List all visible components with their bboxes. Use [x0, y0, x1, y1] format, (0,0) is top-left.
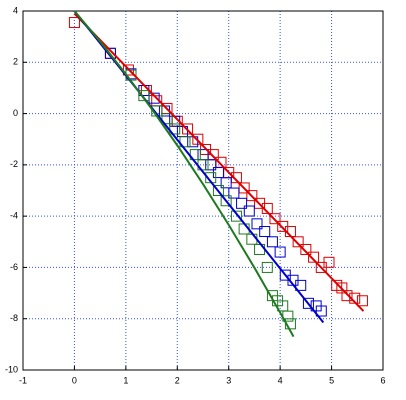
y-tick-label: 4: [13, 5, 18, 15]
marker: [295, 279, 307, 291]
marker: [266, 236, 278, 248]
x-tick-label: 6: [380, 375, 385, 385]
marker: [68, 17, 80, 29]
marker: [274, 246, 286, 258]
marker: [261, 261, 273, 273]
marker: [356, 295, 368, 307]
x-tick-label: 3: [226, 375, 231, 385]
x-tick-label: 1: [123, 375, 128, 385]
marker: [259, 226, 271, 238]
marker: [212, 185, 224, 196]
x-tick-label: 4: [278, 375, 283, 385]
marker: [308, 251, 320, 263]
marker: [315, 305, 327, 317]
x-tick-label: -1: [19, 375, 27, 385]
marker: [236, 197, 248, 209]
marker: [251, 218, 263, 230]
y-tick-label: -10: [5, 364, 18, 374]
fit-line: [73, 10, 295, 338]
marker: [138, 90, 150, 102]
marker: [230, 210, 242, 222]
y-tick-label: 2: [13, 57, 18, 67]
fit-line: [73, 12, 365, 312]
marker: [171, 115, 183, 127]
marker: [269, 213, 281, 225]
marker: [243, 205, 255, 217]
marker: [104, 47, 116, 59]
marker: [161, 113, 173, 125]
y-tick-label: -8: [10, 313, 18, 323]
marker: [292, 236, 304, 248]
x-tick-label: 2: [175, 375, 180, 385]
marker: [302, 297, 314, 309]
marker: [300, 243, 312, 255]
marker: [220, 177, 232, 189]
marker: [228, 187, 240, 199]
marker: [205, 159, 217, 171]
y-tick-label: -4: [10, 211, 18, 221]
marker: [341, 290, 353, 302]
plot-frame: [22, 10, 384, 371]
y-tick-label: -6: [10, 262, 18, 272]
y-tick-label: -2: [10, 159, 18, 169]
marker: [246, 233, 258, 245]
x-tick-label: 0: [72, 375, 77, 385]
x-tick-label: 5: [329, 375, 334, 385]
marker: [323, 256, 335, 268]
marker: [246, 190, 258, 202]
marker: [220, 195, 232, 207]
y-tick-label: 0: [13, 108, 18, 118]
